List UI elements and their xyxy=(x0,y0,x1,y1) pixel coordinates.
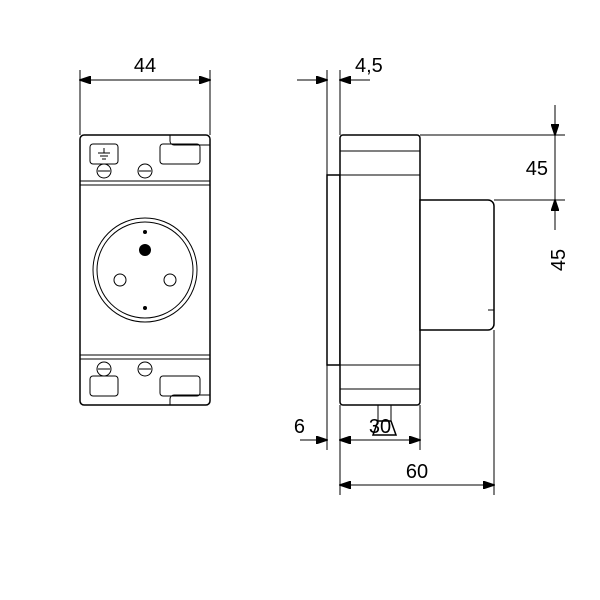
front-view xyxy=(80,135,210,405)
dim-label-44: 44 xyxy=(134,55,156,77)
dim-label-6: 6 xyxy=(294,416,305,438)
side-view xyxy=(327,135,494,435)
dim-label-45: 45 xyxy=(548,249,570,271)
dim-label-45-h: 45 xyxy=(526,158,548,180)
dim-label-60: 60 xyxy=(406,461,428,483)
technical-drawing: 44 4,5 45 45 xyxy=(0,0,600,600)
dim-label-30: 30 xyxy=(369,416,391,438)
dimension-30: 30 xyxy=(340,405,420,450)
dimension-44: 44 xyxy=(80,55,210,135)
dim-label-4-5: 4,5 xyxy=(355,55,383,77)
